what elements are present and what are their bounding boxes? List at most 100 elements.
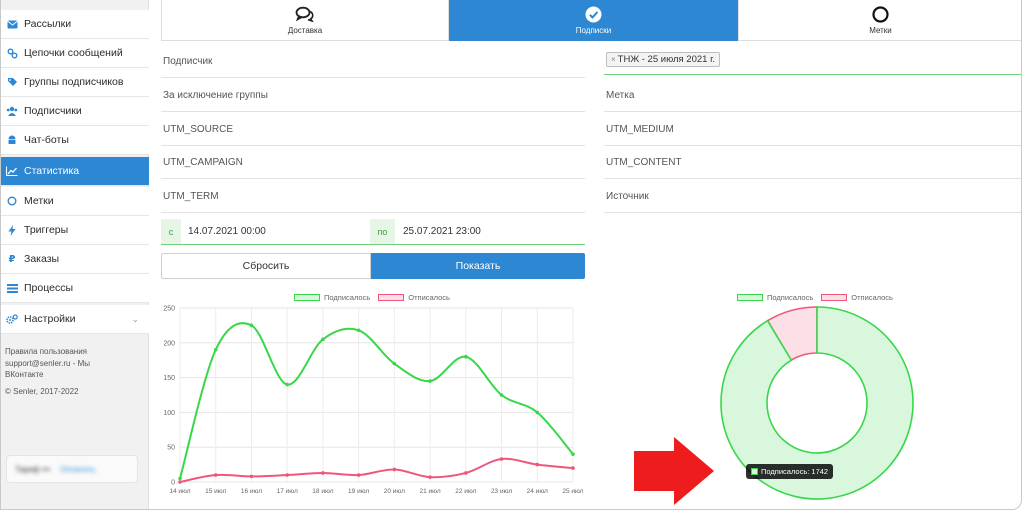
data-point <box>571 452 575 456</box>
sidebar-item-settings[interactable]: Настройки ⌄ <box>1 305 149 334</box>
data-point <box>428 475 432 479</box>
date-to-input[interactable]: 25.07.2021 23:00 <box>403 226 481 237</box>
utm-campaign-field[interactable]: UTM_CAMPAIGN <box>161 146 585 179</box>
data-point <box>499 457 504 461</box>
data-point <box>535 410 540 415</box>
legend-label-subscribed: Подписалось <box>767 293 814 302</box>
data-point <box>249 474 254 479</box>
series-line-subscribed <box>179 322 574 479</box>
data-point <box>464 354 468 359</box>
data-point <box>285 473 289 477</box>
slice-subscribed <box>720 306 914 500</box>
x-tick-label: 22 июл <box>455 488 476 495</box>
utm-medium-field[interactable]: UTM_MEDIUM <box>604 113 1021 146</box>
series-line-unsubscribed <box>179 457 574 483</box>
y-tick-label: 0 <box>171 480 175 487</box>
sidebar-item-label: Группы подписчиков <box>24 76 124 88</box>
sidebar-item-processes[interactable]: Процессы <box>1 274 149 303</box>
field-placeholder: Источник <box>606 190 649 202</box>
sidebar-item-label: Метки <box>24 195 54 207</box>
footer-vk-link[interactable]: ВКонтакте <box>5 370 44 379</box>
group-select-field[interactable]: × ТНЖ - 25 июля 2021 г. <box>604 45 1021 75</box>
date-to-prefix: по <box>370 219 395 244</box>
utm-content-field[interactable]: UTM_CONTENT <box>604 146 1021 179</box>
check-circle-icon <box>585 5 602 23</box>
source-field[interactable]: Источник <box>604 180 1021 213</box>
field-placeholder: Метка <box>606 89 635 101</box>
data-point <box>571 466 575 470</box>
field-placeholder: UTM_MEDIUM <box>606 123 674 135</box>
link-icon <box>6 47 18 59</box>
data-point <box>178 480 182 484</box>
data-point <box>321 337 325 342</box>
red-arrow-icon <box>634 437 714 505</box>
data-point <box>464 471 468 475</box>
x-tick-label: 18 июл <box>312 488 333 495</box>
list-icon <box>6 282 18 294</box>
legend-swatch-subscribed <box>294 294 320 301</box>
field-placeholder: За исключение группы <box>163 89 268 101</box>
x-tick-label: 16 июл <box>241 488 262 495</box>
line-chart-legend: Подписалось Отписалось <box>294 293 450 302</box>
footer-rules-link[interactable]: Правила пользования <box>5 347 88 356</box>
y-tick-label: 150 <box>163 375 175 382</box>
doughnut-tooltip: Подписалось: 1742 <box>746 464 834 479</box>
sidebar-item-label: Процессы <box>24 282 74 294</box>
stats-tabs: Доставка Подписки Метки <box>161 0 1021 41</box>
footer-support[interactable]: support@senler.ru - Мы <box>5 359 91 368</box>
tag-field[interactable]: Метка <box>604 79 1021 112</box>
exclude-group-field[interactable]: За исключение группы <box>161 79 585 112</box>
y-tick-label: 250 <box>163 306 175 313</box>
sidebar-item-mailings[interactable]: Рассылки <box>1 10 149 39</box>
sidebar-item-label: Подписчики <box>24 105 82 117</box>
tab-label: Доставка <box>287 26 323 35</box>
utm-term-field[interactable]: UTM_TERM <box>161 180 585 213</box>
data-point <box>213 473 218 477</box>
sidebar-item-chains[interactable]: Цепочки сообщений <box>1 39 149 68</box>
tooltip-text: Подписалось: 1742 <box>761 467 829 476</box>
pay-link[interactable]: Оплатить <box>60 464 96 474</box>
tag-remove-icon[interactable]: × <box>611 55 616 64</box>
data-point <box>392 467 397 472</box>
chart-line-icon <box>6 165 18 177</box>
sidebar-item-tags[interactable]: Метки <box>1 187 149 216</box>
sidebar-item-subscribers[interactable]: Подписчики <box>1 97 149 126</box>
field-placeholder: UTM_TERM <box>163 190 219 202</box>
reset-button[interactable]: Сбросить <box>161 253 371 279</box>
x-tick-label: 14 июл <box>169 488 190 495</box>
field-placeholder: UTM_CONTENT <box>606 156 682 168</box>
tab-delivery[interactable]: Доставка <box>161 0 449 41</box>
data-point <box>356 473 361 477</box>
tags-icon <box>6 76 18 88</box>
x-tick-label: 21 июл <box>419 488 440 495</box>
field-placeholder: UTM_SOURCE <box>163 123 234 135</box>
doughnut-chart <box>720 306 914 500</box>
legend-label-unsubscribed: Отписалось <box>851 293 893 302</box>
envelope-icon <box>6 18 18 30</box>
gears-icon <box>6 313 18 325</box>
line-chart: 0 50 100 150 200 250 14 июл 15 июл 16 июл 17 июл 1… <box>163 306 583 496</box>
circle-icon <box>6 195 18 207</box>
x-tick-label: 24 июл <box>527 488 548 495</box>
sidebar-item-label: Статистика <box>24 165 80 177</box>
android-icon <box>6 134 18 146</box>
sidebar-item-groups[interactable]: Группы подписчиков <box>1 68 149 97</box>
date-from-input[interactable]: 14.07.2021 00:00 <box>188 226 266 237</box>
sidebar-item-statistics[interactable]: Статистика <box>1 157 149 186</box>
x-tick-label: 15 июл <box>205 488 226 495</box>
tab-subscriptions[interactable]: Подписки <box>449 0 738 41</box>
chevron-down-icon: ⌄ <box>131 313 139 324</box>
sidebar-item-orders[interactable]: ₽ Заказы <box>1 245 149 274</box>
x-tick-label: 17 июл <box>277 488 298 495</box>
show-button[interactable]: Показать <box>371 253 585 279</box>
tab-tags[interactable]: Метки <box>738 0 1021 41</box>
data-point <box>321 471 325 475</box>
subscriber-field[interactable]: Подписчик <box>161 45 585 78</box>
legend-swatch-unsubscribed <box>821 294 848 301</box>
circle-outline-icon <box>872 5 889 23</box>
sidebar-item-chatbots[interactable]: Чат-боты <box>1 126 149 155</box>
y-tick-label: 200 <box>163 340 175 347</box>
sidebar-item-triggers[interactable]: Триггеры <box>1 216 149 245</box>
utm-source-field[interactable]: UTM_SOURCE <box>161 113 585 146</box>
